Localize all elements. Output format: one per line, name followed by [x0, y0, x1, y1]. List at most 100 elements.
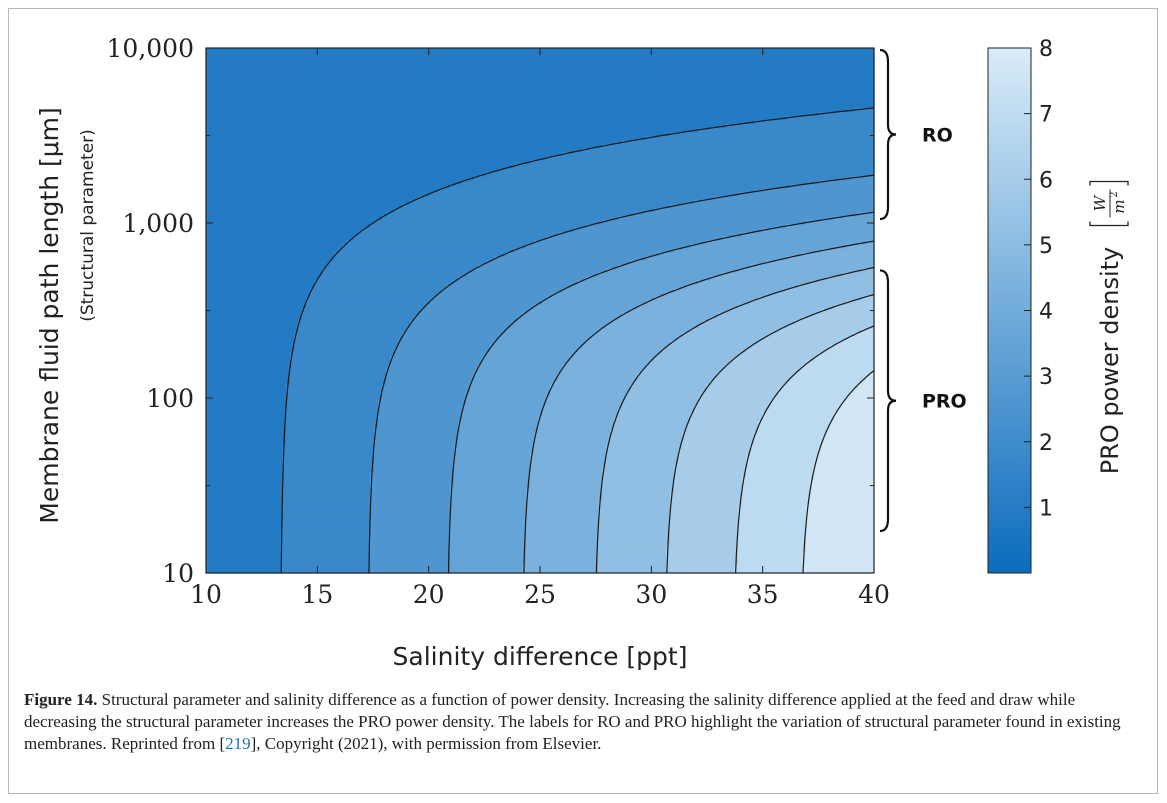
contour-cell — [390, 120, 395, 125]
contour-cell — [606, 68, 611, 73]
contour-cell — [670, 48, 675, 53]
contour-cell — [310, 52, 315, 57]
contour-cell — [858, 76, 863, 81]
contour-cell — [838, 152, 843, 157]
contour-cell — [406, 88, 411, 93]
contour-cell — [334, 148, 339, 153]
contour-cell — [406, 100, 411, 105]
contour-cell — [686, 52, 691, 57]
contour-cell — [838, 64, 843, 69]
contour-cell — [738, 104, 743, 109]
contour-cell — [210, 116, 215, 121]
contour-cell — [294, 144, 299, 149]
contour-cell — [310, 124, 315, 129]
contour-cell — [206, 140, 211, 145]
contour-cell — [862, 68, 867, 73]
contour-cell — [266, 76, 271, 81]
contour-cell — [634, 92, 639, 97]
contour-cell — [654, 80, 659, 85]
contour-cell — [694, 108, 699, 113]
contour-cell — [822, 160, 827, 165]
contour-cell — [362, 64, 367, 69]
contour-cell — [382, 68, 387, 73]
contour-cell — [810, 92, 815, 97]
contour-cell — [426, 160, 431, 165]
contour-cell — [462, 64, 467, 69]
contour-cell — [366, 120, 371, 125]
contour-cell — [298, 160, 303, 165]
contour-cell — [610, 92, 615, 97]
contour-cell — [514, 80, 519, 85]
contour-cell — [742, 136, 747, 141]
contour-cell — [382, 48, 387, 53]
contour-cell — [278, 80, 283, 85]
contour-cell — [354, 88, 359, 93]
contour-cell — [226, 148, 231, 153]
contour-cell — [518, 148, 523, 153]
contour-cell — [326, 160, 331, 165]
contour-cell — [218, 48, 223, 53]
contour-cell — [218, 144, 223, 149]
contour-cell — [554, 164, 559, 169]
contour-cell — [602, 164, 607, 169]
contour-cell — [414, 140, 419, 145]
contour-cell — [390, 128, 395, 133]
contour-cell — [266, 148, 271, 153]
contour-cell — [830, 84, 835, 89]
contour-cell — [518, 104, 523, 109]
contour-cell — [326, 120, 331, 125]
contour-cell — [666, 52, 671, 57]
contour-cell — [258, 108, 263, 113]
contour-cell — [730, 120, 735, 125]
contour-cell — [866, 160, 871, 165]
contour-cell — [830, 128, 835, 133]
contour-cell — [458, 148, 463, 153]
contour-cell — [222, 164, 227, 169]
contour-cell — [338, 144, 343, 149]
contour-cell — [782, 112, 787, 117]
contour-cell — [618, 68, 623, 73]
contour-cell — [454, 120, 459, 125]
contour-cell — [502, 132, 507, 137]
contour-cell — [242, 56, 247, 61]
contour-cell — [818, 100, 823, 105]
contour-cell — [490, 80, 495, 85]
contour-cell — [482, 88, 487, 93]
contour-cell — [802, 80, 807, 85]
contour-cell — [318, 92, 323, 97]
contour-cell — [406, 84, 411, 89]
contour-cell — [574, 96, 579, 101]
contour-cell — [766, 96, 771, 101]
contour-cell — [342, 124, 347, 129]
contour-cell — [714, 104, 719, 109]
contour-cell — [550, 100, 555, 105]
contour-cell — [806, 52, 811, 57]
contour-cell — [526, 144, 531, 149]
contour-cell — [386, 72, 391, 77]
contour-cell — [734, 88, 739, 93]
contour-cell — [550, 96, 555, 101]
contour-cell — [774, 52, 779, 57]
contour-cell — [550, 108, 555, 113]
contour-cell — [758, 164, 763, 169]
contour-cell — [782, 96, 787, 101]
contour-cell — [254, 76, 259, 81]
contour-cell — [546, 84, 551, 89]
contour-cell — [698, 132, 703, 137]
contour-cell — [278, 128, 283, 133]
contour-cell — [478, 100, 483, 105]
contour-cell — [262, 148, 267, 153]
contour-cell — [682, 144, 687, 149]
contour-cell — [742, 160, 747, 165]
contour-cell — [658, 60, 663, 65]
contour-cell — [766, 132, 771, 137]
contour-cell — [298, 100, 303, 105]
contour-cell — [430, 148, 435, 153]
contour-cell — [390, 116, 395, 121]
contour-cell — [378, 148, 383, 153]
contour-cell — [462, 84, 467, 89]
contour-cell — [690, 56, 695, 61]
contour-cell — [478, 140, 483, 145]
contour-cell — [258, 156, 263, 161]
contour-cell — [846, 80, 851, 85]
